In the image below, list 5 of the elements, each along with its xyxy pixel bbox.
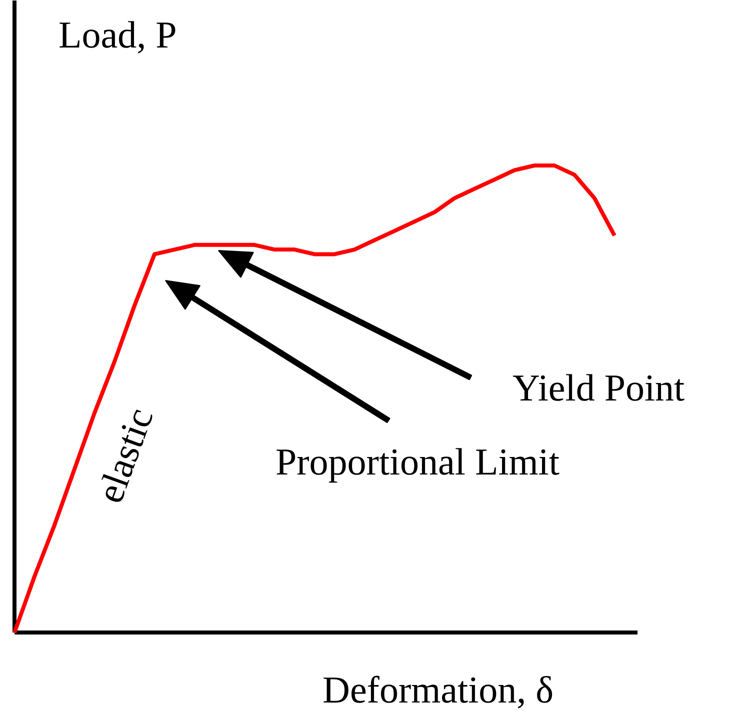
y-axis-title: Load, P [58,14,177,56]
annotation: Proportional Limit [276,442,560,484]
annotation: elastic [89,402,162,508]
annotation: Yield Point [512,368,686,410]
x-axis-title: Deformation, δ [322,670,554,712]
